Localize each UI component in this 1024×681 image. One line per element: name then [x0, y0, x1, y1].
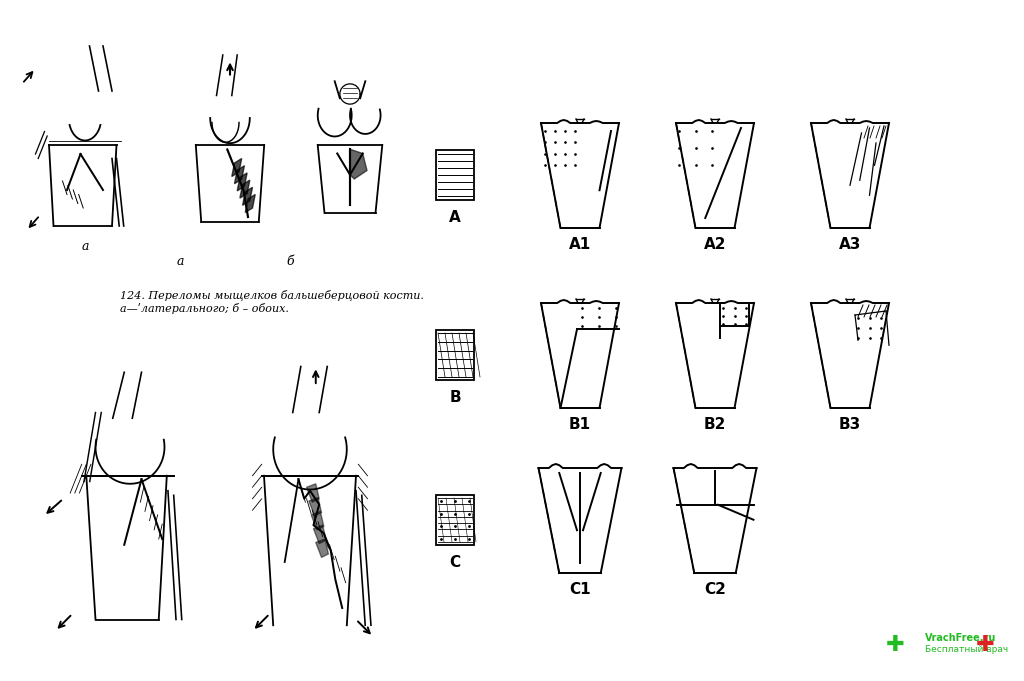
Polygon shape — [309, 498, 322, 516]
Text: а: а — [176, 255, 183, 268]
Text: Бесплатный врач: Бесплатный врач — [925, 646, 1008, 654]
Text: A3: A3 — [839, 237, 861, 252]
Polygon shape — [350, 149, 367, 179]
Text: A: A — [450, 210, 461, 225]
Bar — [436, 330, 474, 380]
Text: ✚: ✚ — [886, 635, 904, 655]
Text: B3: B3 — [839, 417, 861, 432]
Text: A1: A1 — [569, 237, 591, 252]
Polygon shape — [306, 484, 319, 502]
Bar — [436, 150, 474, 200]
Text: B: B — [450, 390, 461, 405]
Text: A2: A2 — [703, 237, 726, 252]
Text: б: б — [286, 255, 294, 268]
Text: ✚: ✚ — [976, 635, 994, 655]
Text: B2: B2 — [703, 417, 726, 432]
Polygon shape — [231, 159, 242, 176]
Text: 124. Переломы мыщелков бальшеберцовой кости.: 124. Переломы мыщелков бальшеберцовой ко… — [120, 290, 424, 301]
Text: а: а — [81, 240, 89, 253]
Text: VrachFree.ru: VrachFree.ru — [925, 633, 996, 643]
Polygon shape — [315, 539, 329, 558]
Text: B1: B1 — [569, 417, 591, 432]
Polygon shape — [240, 180, 250, 198]
Polygon shape — [313, 525, 326, 543]
Polygon shape — [243, 187, 253, 205]
Polygon shape — [234, 165, 245, 184]
Text: C2: C2 — [705, 582, 726, 597]
Text: а—ʹлатерального; б – обоих.: а—ʹлатерального; б – обоих. — [120, 303, 289, 314]
Text: C1: C1 — [569, 582, 591, 597]
Bar — [436, 495, 474, 545]
Polygon shape — [311, 511, 324, 530]
Text: C: C — [450, 555, 461, 570]
Polygon shape — [238, 173, 247, 191]
Polygon shape — [246, 195, 255, 212]
